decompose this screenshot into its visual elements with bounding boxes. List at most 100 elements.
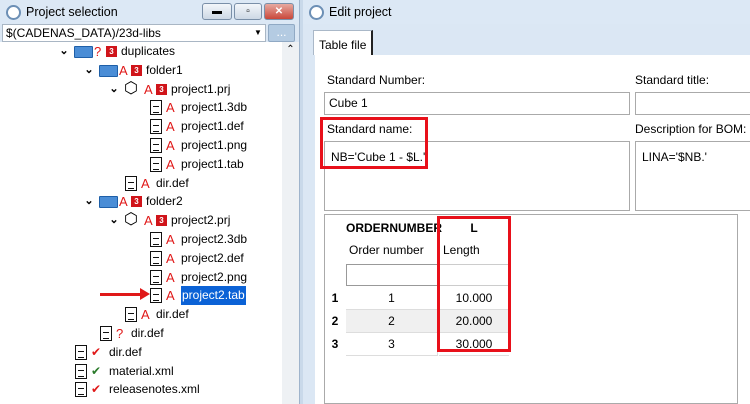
table-cell-ordernumber[interactable]: 3 <box>346 333 438 356</box>
cube-icon: ⬡ <box>124 79 138 97</box>
tree-item-label: project2.tab <box>181 286 246 306</box>
column-desc-ordernumber: Order number <box>349 243 424 257</box>
filter-input-ordernumber[interactable] <box>346 264 438 286</box>
path-combobox[interactable]: $(CADENAS_DATA)/23d-libs <box>2 24 266 42</box>
table-cell-length[interactable]: 10.000 <box>439 287 509 310</box>
column-header-l[interactable]: L <box>470 221 478 235</box>
folder-open-icon <box>99 196 118 209</box>
status-added-icon: A <box>166 138 175 153</box>
browse-button[interactable]: ... <box>268 24 295 42</box>
file-icon <box>125 307 137 323</box>
conflict-badge: 3 <box>156 215 167 227</box>
table-cell-ordernumber[interactable]: 1 <box>346 287 438 310</box>
file-icon <box>150 138 162 153</box>
file-icon <box>150 269 162 285</box>
tree-item[interactable]: ? dir.def <box>0 324 282 343</box>
file-icon <box>150 288 162 304</box>
status-added-icon: A <box>166 156 175 172</box>
file-icon <box>150 232 162 247</box>
tree-item-label: project1.tab <box>181 156 244 171</box>
status-added-icon: A <box>166 250 175 266</box>
conflict-badge: 3 <box>106 46 117 57</box>
title-bar: Edit project <box>303 0 750 24</box>
tree-item-label: releasenotes.xml <box>109 382 200 397</box>
tree-item[interactable]: ✔ dir.def <box>0 343 282 362</box>
status-added-icon: A <box>119 194 128 210</box>
file-icon <box>125 175 137 191</box>
project-tree: ⌄? 3 duplicates ⌄ A 3 folder1 ⌄ ⬡ A 3 project1.prj A… <box>0 42 282 404</box>
file-icon <box>75 344 87 360</box>
status-added-icon: A <box>144 81 153 97</box>
tree-item[interactable]: ✔ material.xml <box>0 362 282 381</box>
column-header-ordernumber[interactable]: ORDERNUMBER <box>346 221 442 235</box>
checkmark-icon: ✔ <box>91 344 102 359</box>
tree-item-label: dir.def <box>109 344 142 359</box>
tree-item[interactable]: ⌄? 3 duplicates <box>0 42 282 61</box>
conflict-badge: 3 <box>131 64 142 76</box>
file-icon <box>150 156 162 172</box>
chevron-down-icon[interactable]: ⌄ <box>84 195 94 208</box>
file-icon <box>75 382 87 398</box>
standard-number-field[interactable]: Cube 1 <box>324 92 630 115</box>
vertical-scrollbar[interactable]: ⌃ <box>282 42 299 404</box>
table-cell-ordernumber[interactable]: 2 <box>346 310 438 333</box>
tree-item-label: project2.def <box>181 250 244 265</box>
annotation-arrowhead <box>140 288 150 300</box>
chevron-down-icon[interactable]: ⌄ <box>59 45 69 57</box>
tree-item-label: project2.prj <box>171 213 231 228</box>
tree-item-label: material.xml <box>109 363 174 378</box>
project-selection-panel: Project selection ▬ ▫ ✕ $(CADENAS_DATA)/… <box>0 0 300 404</box>
table-grid: ORDERNUMBER Order number L Length 1 1 10… <box>324 214 738 404</box>
bom-description-label: Description for BOM: <box>635 122 747 136</box>
maximize-button[interactable]: ▫ <box>234 3 262 20</box>
tree-item-label: duplicates <box>121 44 176 58</box>
conflict-badge: 3 <box>131 196 142 208</box>
chevron-down-icon[interactable]: ⌄ <box>84 63 94 76</box>
status-added-icon: A <box>166 100 175 116</box>
chevron-down-icon[interactable]: ⌄ <box>109 214 119 227</box>
tree-item-label: dir.def <box>156 307 189 322</box>
panel-title: Project selection <box>26 5 118 19</box>
tree-item[interactable]: ⌄ A 3 folder1 <box>0 61 282 80</box>
scroll-up-icon[interactable]: ⌃ <box>286 44 295 55</box>
table-cell-length[interactable]: 20.000 <box>439 310 509 333</box>
annotation-arrow <box>100 293 144 296</box>
conflict-badge: 3 <box>156 83 167 95</box>
cube-icon: ⬡ <box>124 211 138 229</box>
column-desc-l: Length <box>443 243 480 257</box>
tree-item[interactable]: ⌄ ⬡ A 3 project1.prj <box>0 80 282 99</box>
checkmark-icon: ✔ <box>91 363 102 378</box>
tree-item[interactable]: ⌄ A 3 folder2 <box>0 192 282 211</box>
status-added-icon: A <box>141 175 150 191</box>
standard-name-label: Standard name: <box>327 122 413 136</box>
edit-project-panel: Edit project Table file Standard Number:… <box>303 0 750 404</box>
dropdown-arrow-icon[interactable]: ▼ <box>254 28 262 37</box>
minimize-button[interactable]: ▬ <box>202 3 232 20</box>
tree-item[interactable]: ✔ releasenotes.xml <box>0 380 282 399</box>
close-button[interactable]: ✕ <box>264 3 294 20</box>
tree-item[interactable]: ⌄ ⬡ A 3 project2.prj <box>0 211 282 230</box>
status-added-icon: A <box>144 213 153 229</box>
app-icon <box>309 4 324 20</box>
tab-table-file[interactable]: Table file <box>313 30 373 55</box>
chevron-down-icon[interactable]: ⌄ <box>109 82 119 95</box>
status-unknown-icon: ? <box>94 44 102 59</box>
tree-item-label: project2.3db <box>181 232 248 246</box>
standard-name-field[interactable]: NB='Cube 1 - $L.' <box>324 141 630 211</box>
standard-number-label: Standard Number: <box>327 73 426 87</box>
folder-open-icon <box>74 46 93 58</box>
standard-title-field[interactable] <box>635 92 750 115</box>
status-added-icon: A <box>166 288 175 304</box>
bom-description-field[interactable]: LINA='$NB.' <box>635 141 750 211</box>
app-icon <box>6 4 21 20</box>
